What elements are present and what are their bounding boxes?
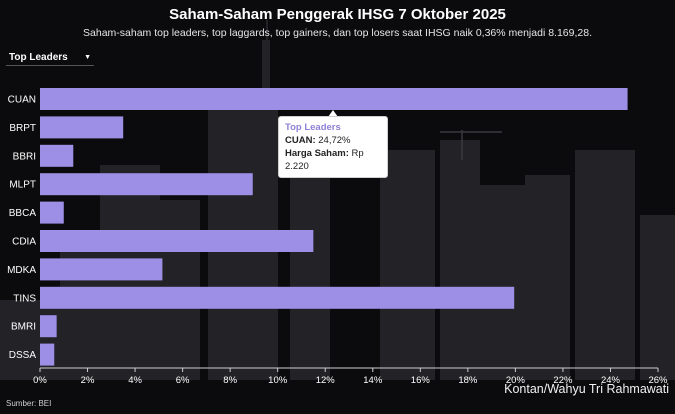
x-tick-label: 2% (81, 375, 95, 386)
tooltip-line-price: Harga Saham: Rp 2.220 (285, 147, 381, 173)
category-label-bmri: BMRI (11, 322, 36, 333)
x-tick-label: 14% (363, 375, 383, 386)
tooltip-price-label: Harga Saham: (285, 148, 349, 159)
category-dropdown[interactable]: Top Leaders ▼ (6, 50, 94, 66)
source-note: Sumber: BEI (6, 399, 52, 408)
category-label-dssa: DSSA (9, 350, 37, 361)
tooltip-pointer (328, 110, 338, 117)
tooltip-title: Top Leaders (285, 122, 341, 133)
x-tick-label: 24% (601, 375, 621, 386)
tooltip-line-percent: CUAN: 24,72% (285, 134, 381, 147)
tooltip-ticker-label: CUAN: (285, 135, 316, 146)
bar-dssa[interactable] (40, 343, 55, 366)
category-label-brpt: BRPT (9, 123, 36, 134)
tooltip-price-value: Rp 2.220 (285, 148, 364, 172)
category-label-mlpt: MLPT (9, 180, 36, 191)
bar-mlpt[interactable] (40, 173, 253, 196)
bar-tins[interactable] (40, 286, 515, 309)
chart-title: Saham-Saham Penggerak IHSG 7 Oktober 202… (169, 6, 506, 23)
category-label-cuan: CUAN (8, 95, 36, 106)
x-tick-label: 4% (128, 375, 142, 386)
dropdown-selected-value: Top Leaders (9, 52, 68, 63)
tooltip-percent-value: 24,72% (318, 135, 351, 146)
category-label-cdia: CDIA (12, 237, 36, 248)
author-credit: Kontan/Wahyu Tri Rahmawati (504, 382, 669, 396)
bar-cuan[interactable] (40, 88, 628, 110)
bar-bmri[interactable] (40, 315, 57, 338)
x-tick-label: 8% (223, 375, 237, 386)
bar-cdia[interactable] (40, 230, 314, 252)
x-tick-label: 26% (648, 375, 668, 386)
category-label-tins: TINS (13, 293, 36, 304)
x-tick-label: 22% (553, 375, 573, 386)
x-tick-label: 6% (176, 375, 190, 386)
category-label-bbca: BBCA (9, 208, 37, 219)
bar-bbri[interactable] (40, 144, 74, 167)
bar-brpt[interactable] (40, 116, 124, 139)
chevron-down-icon: ▼ (84, 54, 91, 61)
x-tick-label: 0% (33, 375, 47, 386)
x-tick-label: 12% (316, 375, 336, 386)
x-tick-label: 10% (268, 375, 288, 386)
x-tick-label: 16% (411, 375, 431, 386)
category-label-bbri: BBRI (13, 151, 36, 162)
bar-tooltip: Top Leaders CUAN: 24,72% Harga Saham: Rp… (278, 116, 388, 178)
bar-bbca[interactable] (40, 201, 64, 224)
bar-mdka[interactable] (40, 258, 163, 281)
chart-subtitle: Saham-saham top leaders, top laggards, t… (83, 27, 592, 39)
x-tick-label: 18% (458, 375, 478, 386)
x-tick-label: 20% (506, 375, 526, 386)
category-label-mdka: MDKA (7, 265, 36, 276)
